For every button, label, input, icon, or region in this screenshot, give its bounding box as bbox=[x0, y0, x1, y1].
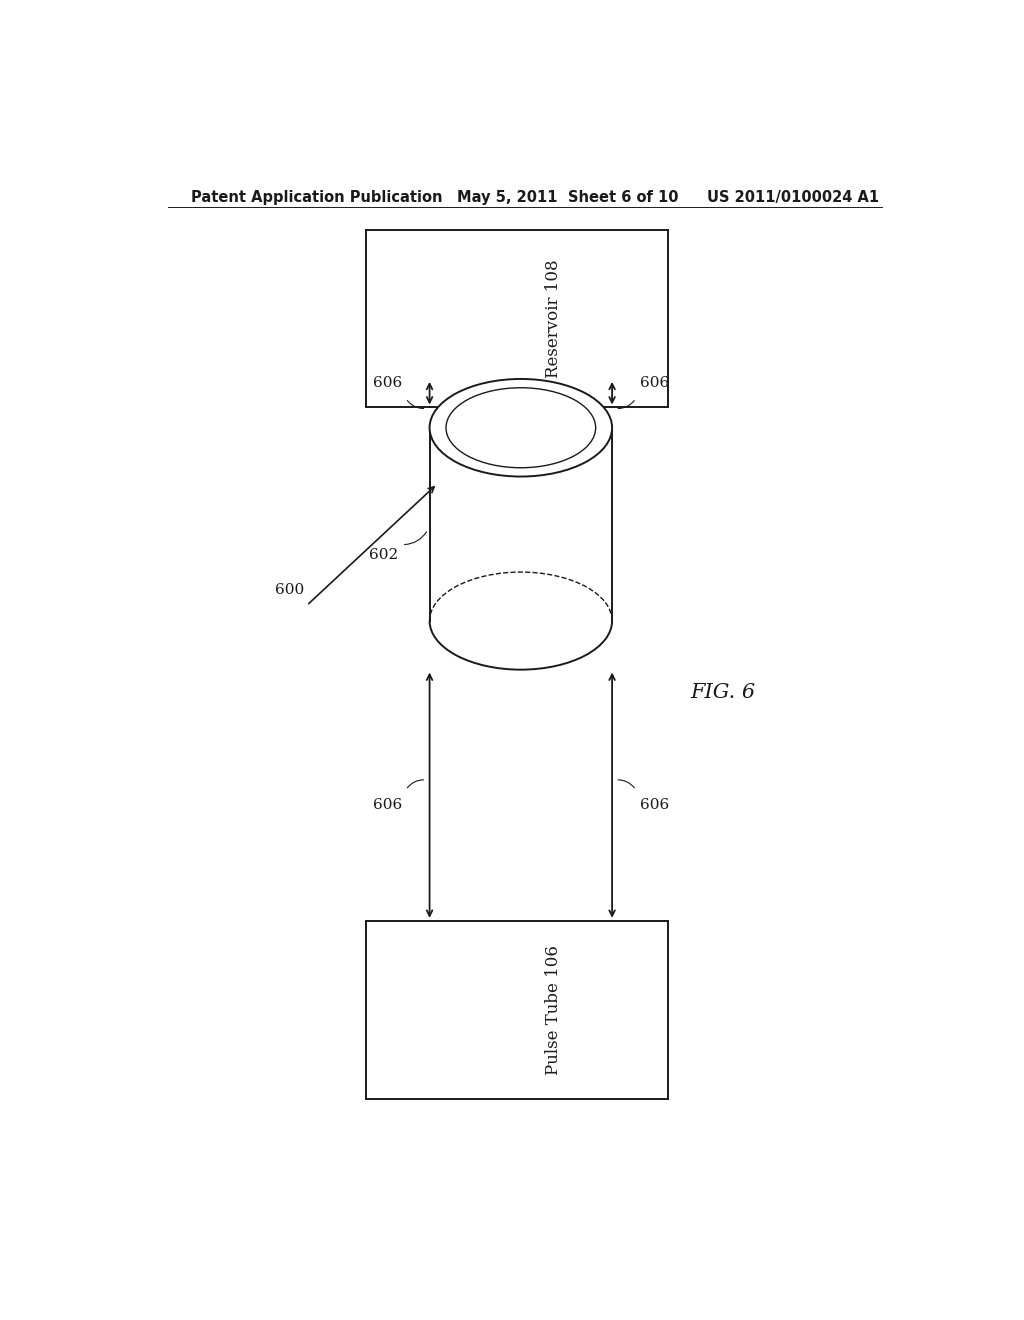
Text: Reservoir 108: Reservoir 108 bbox=[545, 259, 561, 378]
Text: Patent Application Publication: Patent Application Publication bbox=[191, 190, 443, 205]
Text: Sheet 6 of 10: Sheet 6 of 10 bbox=[568, 190, 679, 205]
Text: 606: 606 bbox=[640, 376, 669, 389]
Text: 602: 602 bbox=[369, 548, 397, 562]
Bar bbox=[367, 921, 668, 1098]
Text: 600: 600 bbox=[274, 583, 304, 598]
Bar bbox=[367, 230, 668, 408]
Text: Pulse Tube 106: Pulse Tube 106 bbox=[545, 945, 561, 1074]
Text: 606: 606 bbox=[640, 799, 669, 812]
Text: May 5, 2011: May 5, 2011 bbox=[458, 190, 558, 205]
Ellipse shape bbox=[430, 379, 612, 477]
Text: FIG. 6: FIG. 6 bbox=[690, 682, 756, 701]
Text: US 2011/0100024 A1: US 2011/0100024 A1 bbox=[708, 190, 880, 205]
Text: 606: 606 bbox=[373, 799, 401, 812]
Text: 604: 604 bbox=[482, 416, 512, 430]
Text: 606: 606 bbox=[373, 376, 401, 389]
